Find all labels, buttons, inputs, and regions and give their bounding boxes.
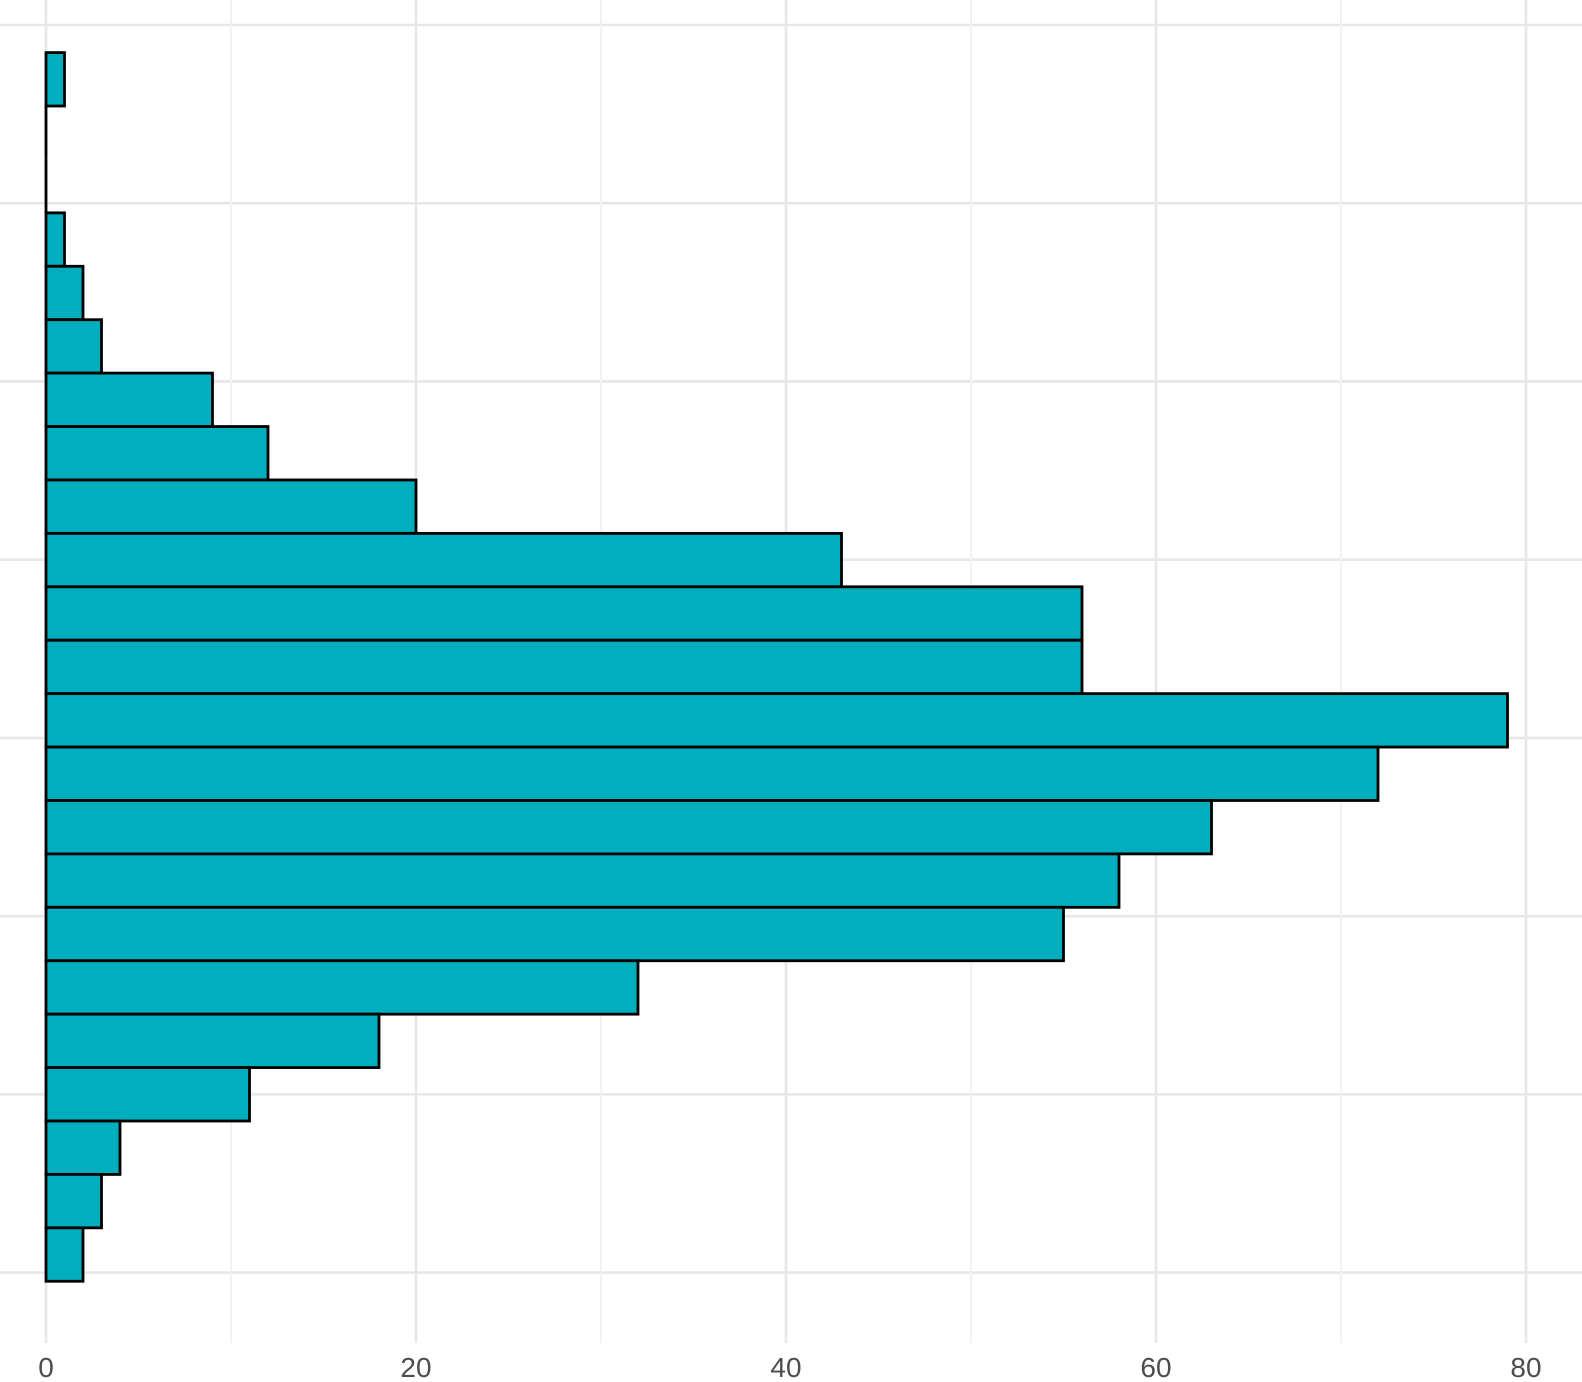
x-axis-tick-label: 60	[1140, 1352, 1171, 1382]
histogram-bar	[44, 51, 66, 108]
histogram-bar	[44, 852, 1121, 909]
x-axis-tick-label: 80	[1510, 1352, 1541, 1382]
histogram-bar	[44, 638, 1084, 696]
histogram-bar	[44, 585, 1084, 642]
histogram-bar	[44, 745, 1380, 802]
histogram-bar	[44, 799, 1213, 856]
histogram-bar	[44, 531, 843, 589]
histogram-bar	[44, 1012, 381, 1069]
histogram-bar	[44, 371, 214, 428]
histogram-bar	[44, 425, 270, 482]
histogram-bar	[44, 211, 66, 268]
histogram-bar	[44, 478, 418, 535]
histogram-bar	[44, 692, 1509, 749]
histogram-bar	[44, 318, 103, 375]
histogram-bar	[44, 905, 1065, 963]
x-axis-tick-label: 0	[38, 1352, 54, 1382]
histogram-bar	[44, 1066, 251, 1123]
histogram-bar	[44, 264, 85, 322]
histogram-bar	[44, 1226, 85, 1283]
histogram-bar	[44, 1119, 122, 1176]
x-axis-tick-label: 40	[770, 1352, 801, 1382]
histogram-bar	[44, 959, 640, 1016]
x-axis-tick-label: 20	[400, 1352, 431, 1382]
histogram-bar	[44, 1173, 103, 1230]
